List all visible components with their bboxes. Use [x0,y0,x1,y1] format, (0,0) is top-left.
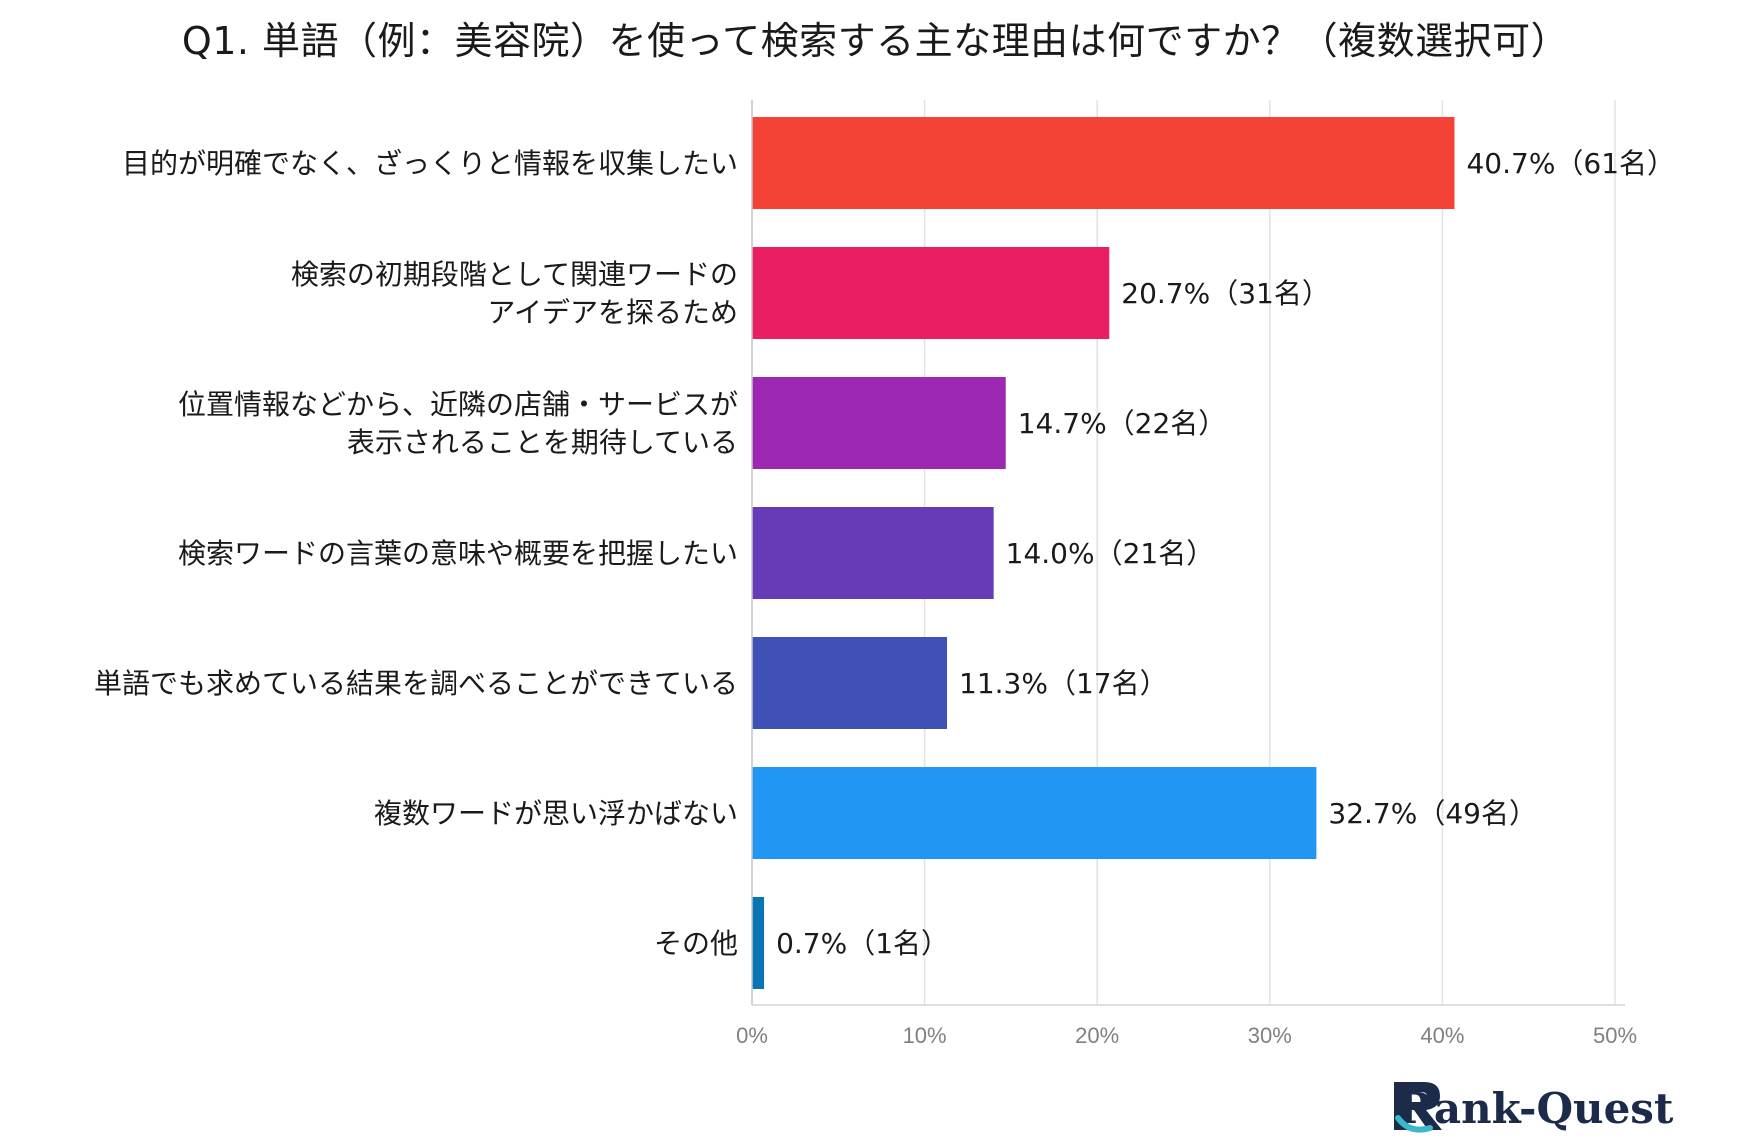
bar-6 [752,767,1317,859]
data-label-6: 32.7%（49名） [1328,797,1537,830]
x-tick-label: 20% [1075,1023,1119,1048]
rank-quest-logo-icon [1394,1082,1442,1133]
x-tick-label: 10% [903,1023,947,1048]
data-label-5: 11.3%（17名） [959,667,1168,700]
logo-text: Rank-Quest [1398,1083,1674,1133]
x-tick-label: 0% [736,1023,768,1048]
data-label-1: 40.7%（61名） [1466,147,1675,180]
data-label-3: 14.7%（22名） [1018,407,1227,440]
data-label-7: 0.7%（1名） [776,927,949,960]
x-tick-label: 30% [1248,1023,1292,1048]
bar-7 [752,897,765,989]
bar-3 [752,377,1006,469]
bar-2 [752,247,1110,339]
category-label-6-line-1: 複数ワードが思い浮かばない [374,797,738,830]
category-label-7-line-1: その他 [654,927,738,960]
bar-5 [752,637,948,729]
category-label-5-line-1: 単語でも求めている結果を調べることができている [94,667,738,700]
data-label-2: 20.7%（31名） [1121,277,1330,310]
category-label-3-line-1: 位置情報などから、近隣の店舗・サービスが [178,388,738,421]
data-label-4: 14.0%（21名） [1006,537,1215,570]
category-label-3-line-2: 表示されることを期待している [347,426,738,459]
rank-quest-logo: Rank-Quest [1390,1078,1673,1138]
category-label-2-line-1: 検索の初期段階として関連ワードの [291,258,738,291]
chart-title: Q1. 単語（例：美容院）を使って検索する主な理由は何ですか？（複数選択可） [181,19,1570,63]
bar-4 [752,507,994,599]
category-label-2-line-2: アイデアを探るため [487,296,738,329]
bar-1 [752,117,1455,209]
category-label-4-line-1: 検索ワードの言葉の意味や概要を把握したい [178,537,738,570]
x-tick-label: 50% [1593,1023,1637,1048]
category-label-1-line-1: 目的が明確でなく、ざっくりと情報を収集したい [122,147,738,180]
x-tick-label: 40% [1420,1023,1464,1048]
